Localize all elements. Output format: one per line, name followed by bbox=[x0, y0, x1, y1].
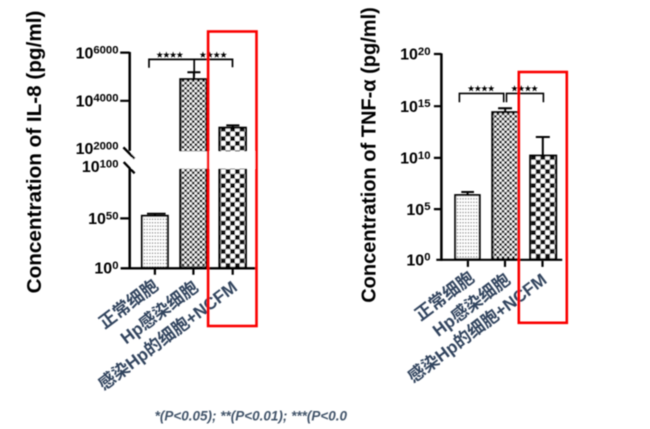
svg-text:1050: 1050 bbox=[88, 210, 118, 228]
svg-text:Concentration of IL-8 (pg/ml): Concentration of IL-8 (pg/ml) bbox=[23, 11, 46, 294]
svg-text:*(P<0.05); **(P<0.01); ***(P<0: *(P<0.05); **(P<0.01); ***(P<0.0 bbox=[155, 409, 348, 424]
svg-text:105: 105 bbox=[406, 201, 430, 219]
svg-text:100: 100 bbox=[94, 260, 118, 278]
svg-text:1015: 1015 bbox=[400, 98, 430, 116]
svg-text:106000: 106000 bbox=[76, 45, 119, 63]
svg-text:104000: 104000 bbox=[76, 93, 119, 111]
svg-text:1010: 1010 bbox=[400, 150, 430, 168]
svg-text:102000: 102000 bbox=[76, 140, 119, 158]
svg-text:1020: 1020 bbox=[400, 46, 430, 64]
svg-text:100: 100 bbox=[406, 252, 430, 270]
svg-text:Concentration of TNF-α (pg/ml): Concentration of TNF-α (pg/ml) bbox=[359, 7, 381, 303]
svg-text:10100: 10100 bbox=[82, 158, 119, 176]
svg-text:+NCFM: +NCFM bbox=[181, 277, 241, 329]
